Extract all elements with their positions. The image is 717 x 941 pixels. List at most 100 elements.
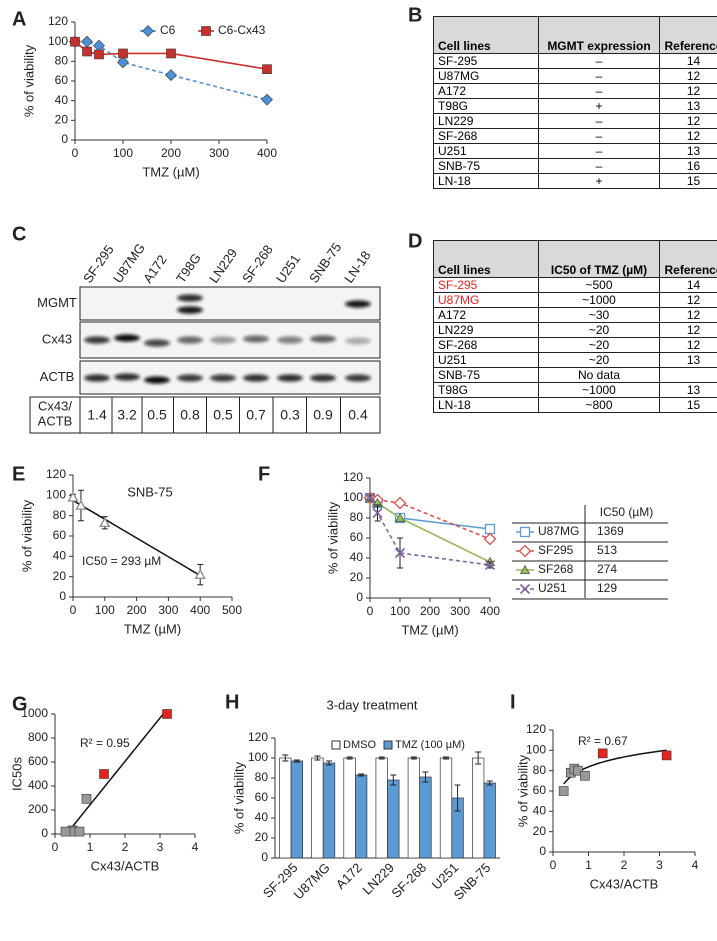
x-tick-label: 2 — [122, 840, 129, 854]
error-bar — [443, 756, 449, 760]
annotation: R² = 0.95 — [80, 736, 130, 750]
table-cell: 13 — [659, 382, 717, 398]
table-cell: T98G — [433, 382, 539, 398]
panel-label: E — [12, 463, 25, 485]
y-tick-label: 100 — [248, 750, 268, 764]
trendline — [64, 708, 168, 836]
data-point — [60, 826, 71, 837]
bar — [290, 760, 303, 859]
y-tick-label: 60 — [533, 783, 547, 797]
lane-label: T98G — [173, 250, 204, 285]
legend-label: U251 — [538, 581, 567, 595]
y-tick-label: 80 — [53, 508, 67, 522]
table-cell: – — [538, 83, 660, 99]
table-header: MGMT expression — [538, 16, 660, 54]
panel-label: F — [258, 463, 270, 485]
error-bar — [282, 754, 289, 762]
data-point — [194, 568, 206, 579]
y-tick-label: 20 — [255, 830, 269, 844]
y-tick-label: 20 — [53, 569, 67, 583]
chart-title: 3-day treatment — [326, 697, 417, 712]
y-tick-label: 80 — [55, 54, 69, 68]
table-cell: ~1000 — [538, 382, 660, 398]
blot-band — [114, 334, 140, 342]
x-tick-label: 100 — [113, 146, 133, 160]
table-cell: SF-268 — [433, 337, 539, 353]
error-bar — [410, 756, 417, 760]
table-cell: U251 — [433, 143, 539, 159]
y-tick-label: 80 — [533, 763, 547, 777]
data-point — [81, 794, 92, 804]
error-bar — [486, 780, 493, 786]
data-point — [573, 765, 583, 776]
blot-band — [210, 336, 236, 344]
data-point — [74, 826, 85, 837]
data-point — [201, 26, 211, 36]
y-tick-label: 120 — [343, 470, 363, 484]
table-header: IC50 of TMZ (µM) — [538, 240, 660, 278]
legend-value: 129 — [597, 581, 617, 595]
x-tick-label: 200 — [161, 146, 181, 160]
table-cell: 16 — [659, 158, 717, 174]
table-cell: – — [538, 158, 660, 174]
bar — [439, 757, 453, 859]
blot-band — [144, 376, 170, 384]
error-bar — [475, 751, 482, 765]
table-cell: ~800 — [538, 397, 660, 413]
error-bar — [422, 771, 429, 783]
table-cell: 15 — [659, 397, 717, 413]
x-axis-label: TMZ (µM) — [401, 622, 458, 637]
x-tick-label: 400 — [257, 146, 277, 160]
table-cell: U87MG — [433, 68, 539, 84]
ratio-label: Cx43/ — [38, 398, 72, 413]
x-tick-label: 300 — [450, 604, 470, 618]
table-cell: 13 — [659, 143, 717, 159]
y-tick-label: 60 — [255, 790, 269, 804]
x-tick-label: 4 — [692, 858, 699, 872]
data-point — [81, 35, 93, 48]
y-tick-label: 100 — [343, 490, 363, 504]
table-header: Reference — [659, 240, 717, 278]
ratio-value: 0.5 — [147, 407, 167, 423]
table-cell: ~20 — [538, 337, 660, 353]
legend-label: C6-Cx43 — [218, 23, 266, 37]
ratio-label: ACTB — [38, 413, 73, 428]
table-cell: T98G — [433, 98, 539, 114]
data-point — [162, 709, 172, 719]
data-point — [597, 748, 608, 759]
data-point — [165, 69, 177, 82]
data-point — [117, 56, 129, 69]
data-point — [484, 559, 496, 571]
table-cell: ~1000 — [538, 292, 660, 308]
panel-label: G — [12, 693, 28, 715]
lane-label: SNB-75 — [306, 240, 344, 286]
table-cell: No data — [538, 367, 660, 383]
ratio-row — [79, 396, 381, 434]
bar — [387, 779, 400, 859]
data-point — [372, 507, 383, 519]
blot-band — [210, 374, 236, 382]
ratio-value: 0.8 — [180, 407, 200, 423]
x-axis-label: Cx43/ACTB — [91, 858, 160, 873]
table-cell: ~30 — [538, 307, 660, 323]
data-point — [483, 532, 497, 546]
blot-band — [243, 374, 269, 382]
y-axis-label: % of viability — [515, 754, 530, 827]
data-point — [519, 583, 531, 595]
table-cell: ~500 — [538, 277, 660, 293]
data-point — [661, 750, 672, 761]
ratio-value: 0.7 — [246, 407, 266, 423]
annotation: R² = 0.67 — [578, 734, 628, 748]
panel-label: D — [408, 230, 422, 252]
blot-band — [114, 373, 140, 381]
table-cell: SF-295 — [433, 53, 539, 69]
y-tick-label: 120 — [48, 14, 68, 28]
table-cell: 12 — [659, 307, 717, 323]
legend-label: SF295 — [538, 543, 574, 557]
x-tick-label: 1 — [585, 858, 592, 872]
data-point — [93, 39, 105, 52]
table-cell: LN229 — [433, 113, 539, 129]
y-tick-label: 40 — [350, 550, 364, 564]
x-axis-label: Cx43/ACTB — [590, 876, 659, 891]
table-cell: – — [538, 68, 660, 84]
